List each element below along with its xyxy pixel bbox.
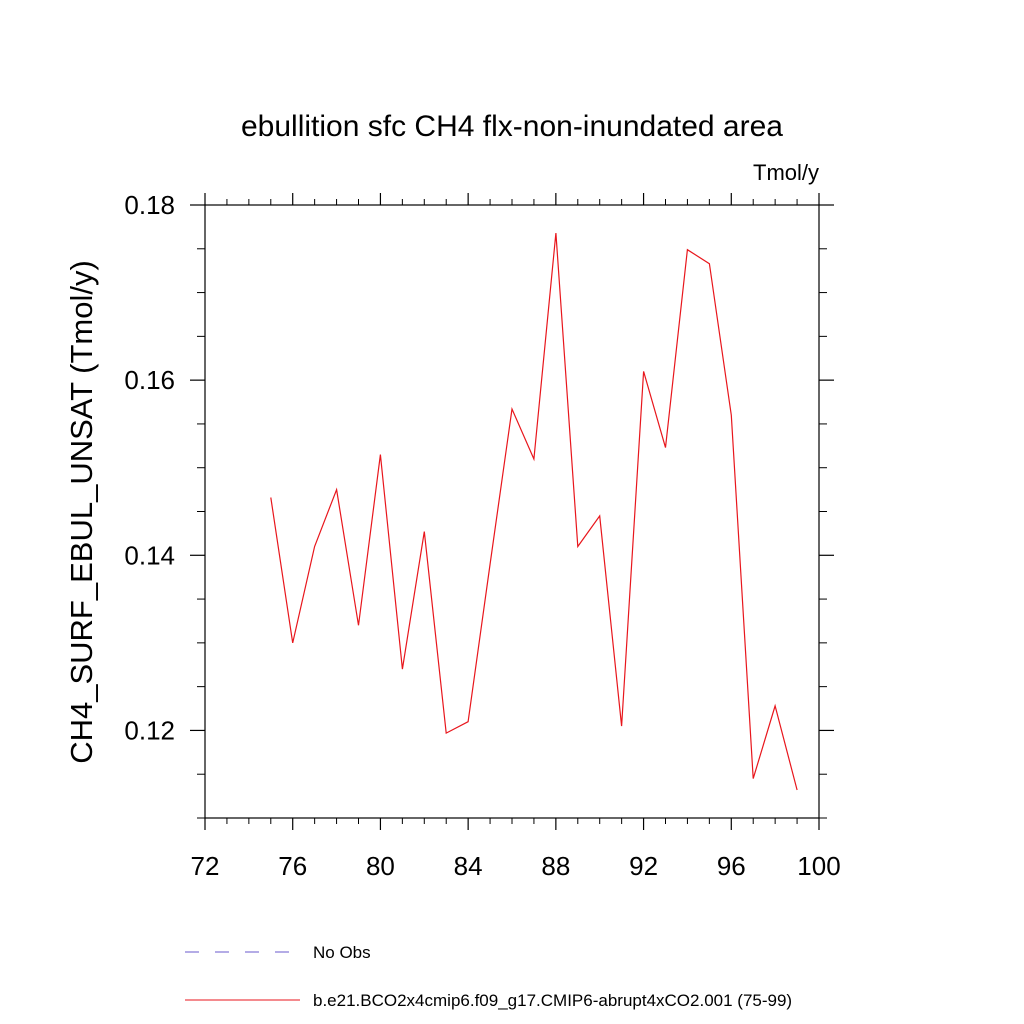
plot-frame [204,204,820,819]
x-tick-label: 100 [797,851,840,881]
x-tick-label: 96 [717,851,746,881]
y-tick-label: 0.18 [124,190,175,220]
units-label: Tmol/y [753,160,819,185]
chart-title: ebullition sfc CH4 flx-non-inundated are… [241,110,783,143]
axes: 72 76 80 84 88 92 96 100 0.12 0.14 0.16 0.18 [124,190,840,881]
series-line [270,232,798,791]
y-axis-label: CH4_SURF_EBUL_UNSAT (Tmol/y) [64,260,99,764]
legend-label: No Obs [313,943,371,962]
x-tick-label: 88 [541,851,570,881]
x-tick-label: 72 [191,851,220,881]
x-tick-label: 80 [366,851,395,881]
y-tick-label: 0.12 [124,715,175,745]
y-tick-label: 0.16 [124,365,175,395]
x-tick-label: 76 [278,851,307,881]
series-layer [270,232,798,791]
x-tick-label: 84 [454,851,483,881]
x-tick-label: 92 [629,851,658,881]
legend-label: b.e21.BCO2x4cmip6.f09_g17.CMIP6-abrupt4x… [313,991,792,1010]
legend: No Obs b.e21.BCO2x4cmip6.f09_g17.CMIP6-ab… [185,943,792,1010]
y-tick-label: 0.14 [124,540,175,570]
